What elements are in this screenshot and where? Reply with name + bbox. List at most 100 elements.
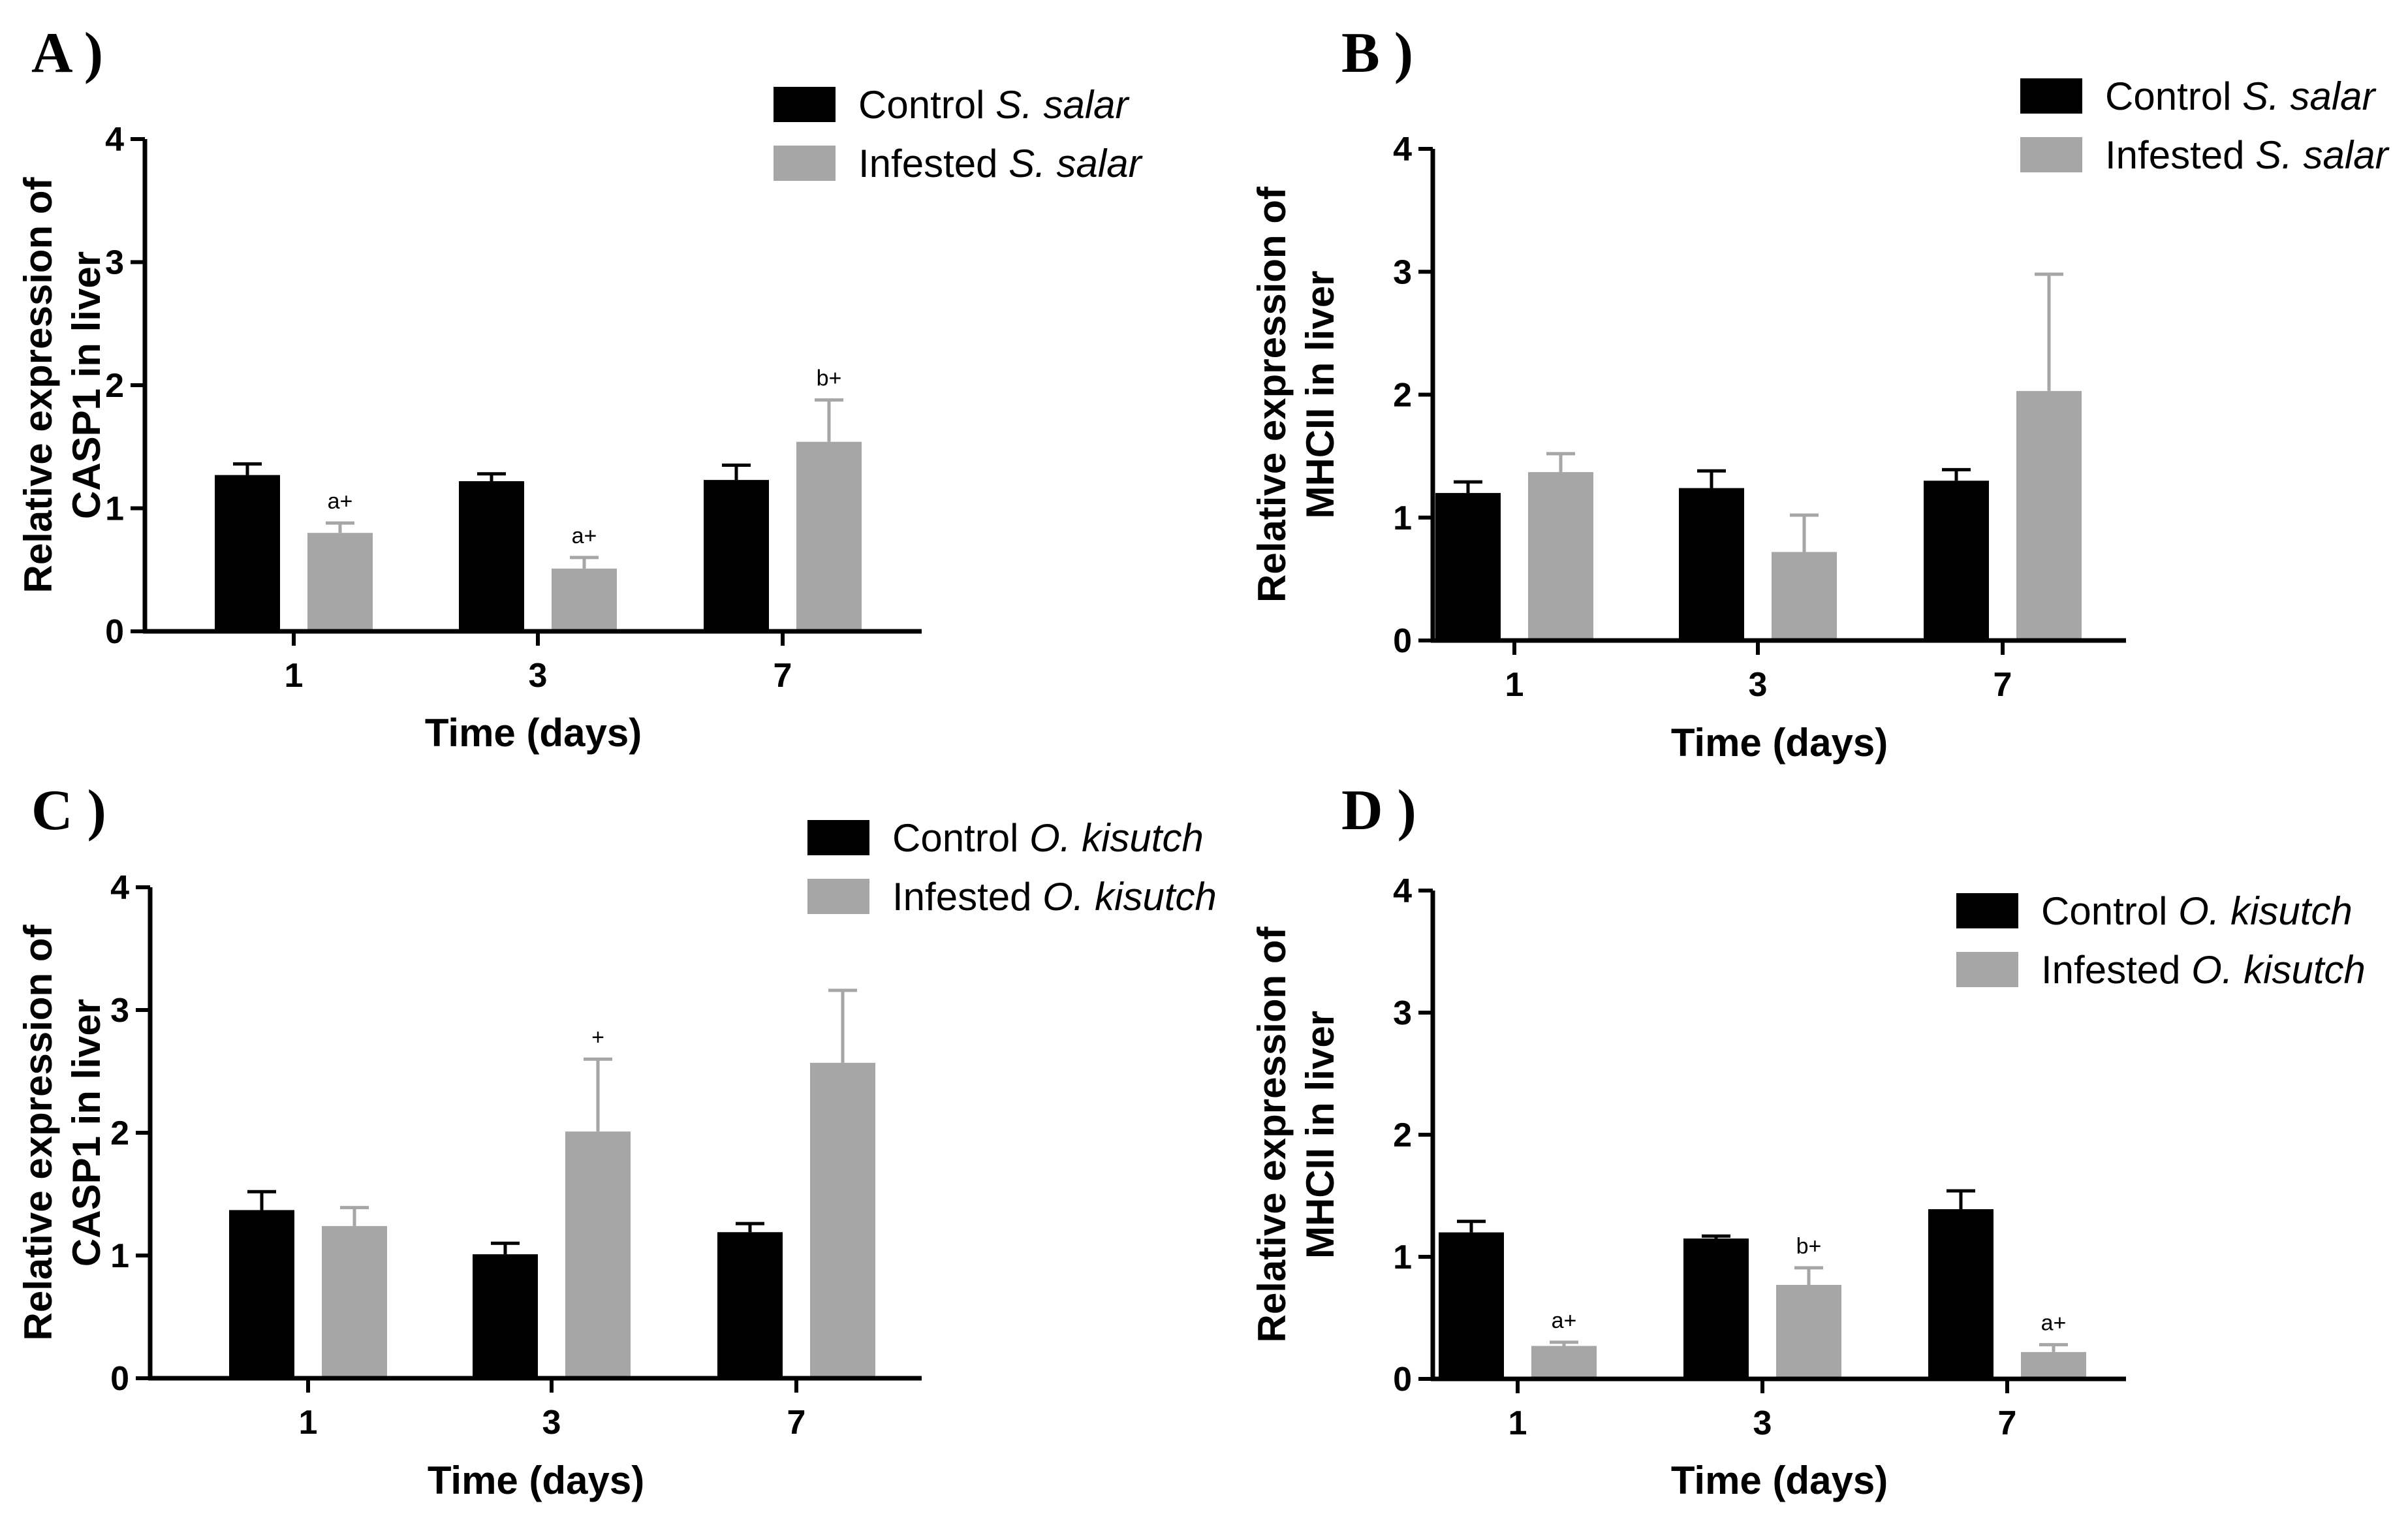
infested-bar-day-7 [796,441,862,631]
x-tick-label: 7 [774,657,792,695]
legend-label-control: Control O. kisutch [2041,889,2353,933]
significance-label: a+ [328,489,353,514]
significance-label: + [591,1025,604,1050]
x-axis-title: Time (days) [428,1459,644,1502]
y-tick-label: 0 [105,613,124,651]
legend-label-infested: Infested O. kisutch [2041,948,2366,992]
legend-group-name: Infested [858,142,1009,185]
legend-swatch-control [774,87,836,122]
panel-label: C ) [31,779,106,842]
x-tick-label: 1 [299,1404,318,1442]
infested-bar-day-7 [2021,1351,2086,1379]
infested-bar-day-3 [565,1131,631,1378]
y-axis-title-line: CASP1 in liver [65,999,108,1267]
x-axis-title: Time (days) [1671,1459,1888,1502]
y-axis-title-line: CASP1 in liver [65,251,108,519]
x-axis-title: Time (days) [425,711,642,755]
y-axis-title-line: Relative expression of [1250,926,1294,1343]
legend-group-name: Control [858,83,995,127]
legend-swatch-infested [774,146,836,181]
y-tick-label: 3 [1393,253,1412,291]
legend-swatch-infested [1956,952,2018,987]
panel-label: A ) [31,22,103,85]
legend-species-name: S. salar [2242,74,2376,118]
y-axis-title-line: Relative expression of [1250,186,1294,603]
control-bar-day-1 [1435,493,1501,640]
significance-label: b+ [1796,1234,1822,1259]
control-bar-day-7 [717,1232,783,1378]
infested-bar-day-1 [322,1225,387,1378]
panel-d: D ) a+ b+ a+ 0 1 2 3 4 1 3 7 Time (days) Relative exp… [1250,779,2366,1502]
y-axis-title: Relative expression of MHCII in liver [1250,926,1342,1343]
legend-label-control: Control S. salar [858,83,1130,127]
y-tick-label: 2 [105,367,124,405]
infested-bar-day-7 [2016,390,2082,640]
x-tick-label: 7 [787,1404,806,1442]
y-tick-label: 3 [110,992,129,1030]
y-tick-label: 3 [105,244,124,282]
legend-species-name: O. kisutch [2178,889,2353,933]
legend-group-name: Infested [2041,948,2191,992]
y-tick-label: 4 [105,121,124,159]
y-tick-label: 0 [110,1360,129,1398]
infested-bar-day-1 [307,533,373,631]
y-tick-label: 3 [1393,994,1412,1032]
legend-swatch-control [1956,893,2018,928]
y-axis-title-line: MHCII in liver [1298,270,1342,518]
panel-label: D ) [1341,779,1416,842]
y-axis-title-line: MHCII in liver [1298,1011,1342,1259]
control-bar-day-3 [473,1254,538,1378]
significance-label: b+ [817,366,842,391]
panel-a: A ) a+ a+ b+ 0 1 2 3 4 1 3 7 Time (days) Relative exp… [16,22,1143,755]
x-tick-label: 3 [1753,1404,1772,1442]
infested-bar-day-7 [810,1062,875,1378]
y-tick-label: 1 [1393,499,1412,537]
legend-group-name: Control [2105,74,2242,118]
y-axis-title-line: Relative expression of [16,924,60,1341]
infested-bar-day-1 [1528,472,1593,640]
legend-species-name: S. salar [2255,133,2389,177]
significance-label: a+ [572,524,597,548]
y-tick-label: 1 [110,1237,129,1275]
significance-label: a+ [2041,1311,2067,1336]
control-bar-day-3 [1679,488,1744,640]
x-tick-label: 3 [542,1404,561,1442]
control-bar-day-7 [704,480,769,631]
y-tick-label: 0 [1393,1361,1412,1398]
legend-species-name: O. kisutch [2191,948,2366,992]
y-tick-label: 4 [110,869,129,907]
panel-label: B ) [1341,22,1413,85]
y-axis-title: Relative expression of MHCII in liver [1250,186,1342,603]
y-tick-label: 2 [1393,377,1412,415]
legend-swatch-control [2020,78,2082,114]
control-bar-day-3 [459,481,524,631]
control-bar-day-7 [1924,481,1989,640]
legend-species-name: S. salar [1009,142,1142,185]
y-tick-label: 2 [1393,1116,1412,1154]
legend-group-name: Infested [2105,133,2255,177]
control-bar-day-1 [1439,1232,1504,1379]
control-bar-day-7 [1928,1209,1994,1379]
panel-b: B ) 0 1 2 3 4 1 3 7 Time (days) Relative expressio… [1250,22,2390,765]
legend-label-infested: Infested O. kisutch [892,875,1217,919]
x-tick-label: 1 [1505,666,1524,704]
y-tick-label: 2 [110,1114,129,1152]
infested-bar-day-3 [1776,1285,1841,1379]
y-tick-label: 0 [1393,622,1412,660]
legend-label-infested: Infested S. salar [2105,133,2390,177]
y-axis-title: Relative expression of CASP1 in liver [16,924,108,1341]
y-tick-label: 1 [105,490,124,528]
x-tick-label: 3 [1749,666,1768,704]
y-tick-label: 1 [1393,1239,1412,1276]
legend-group-name: Control [2041,889,2178,933]
x-tick-label: 3 [529,657,548,695]
x-tick-label: 7 [1994,666,2012,704]
x-axis-title: Time (days) [1671,721,1888,765]
x-tick-label: 7 [1998,1404,2017,1442]
legend-species-name: O. kisutch [1029,816,1204,860]
control-bar-day-1 [229,1210,294,1378]
legend-group-name: Infested [892,875,1042,919]
infested-bar-day-3 [1772,552,1837,640]
legend-swatch-control [807,820,869,855]
